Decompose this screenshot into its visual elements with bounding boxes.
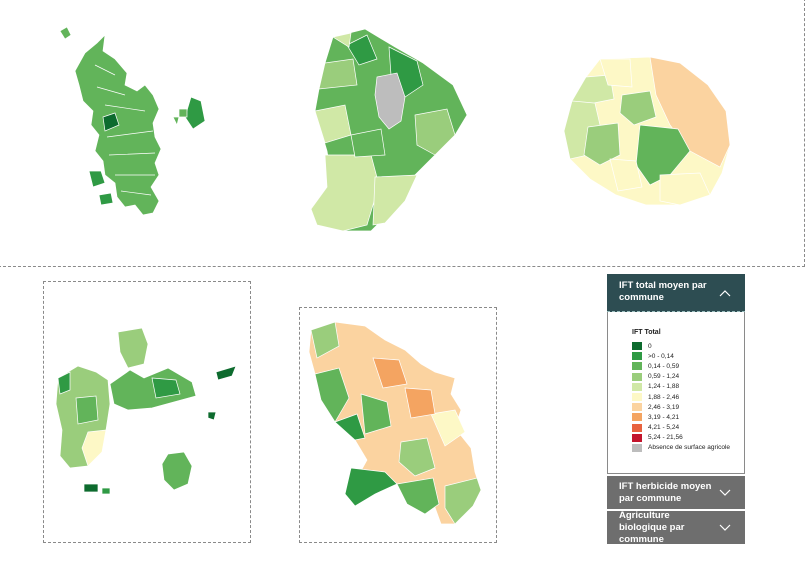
legend-swatch	[632, 342, 642, 351]
guadeloupe-map-frame	[43, 281, 251, 543]
chevron-down-icon	[719, 524, 731, 531]
legend-item: 5,24 - 21,56	[632, 433, 744, 443]
legend-swatch	[632, 433, 642, 442]
legend-label: >0 - 0,14	[648, 352, 674, 360]
map-martinique[interactable]	[305, 318, 490, 533]
legend-item: 1,24 - 1,88	[632, 382, 744, 392]
legend-swatch	[632, 443, 642, 452]
martinique-map-frame	[299, 307, 497, 543]
legend-item: 2,46 - 3,19	[632, 402, 744, 412]
legend-swatch	[632, 362, 642, 371]
accordion-agriculture-bio-title: Agriculture biologique par commune	[619, 509, 685, 545]
ift-total-legend: IFT Total 0 >0 - 0,14 0,14 - 0,59 0,59 - 1,…	[607, 312, 745, 474]
map-reunion[interactable]	[560, 55, 735, 210]
legend-item: 0,14 - 0,59	[632, 361, 744, 371]
legend-label: 3,19 - 4,21	[648, 413, 680, 421]
legend-swatch	[632, 393, 642, 402]
map-guadeloupe[interactable]	[48, 320, 248, 510]
legend-label: Absence de surface agricole	[648, 444, 731, 452]
legend-item: 1,88 - 2,46	[632, 392, 744, 402]
legend-swatch	[632, 413, 642, 422]
legend-item: 4,21 - 5,24	[632, 423, 744, 433]
legend-label: 4,21 - 5,24	[648, 424, 680, 432]
accordion-ift-herbicide[interactable]: IFT herbicide moyen par commune	[607, 476, 745, 509]
legend-rows: 0 >0 - 0,14 0,14 - 0,59 0,59 - 1,24 1,24 - 1…	[632, 341, 744, 453]
accordion-ift-total[interactable]: IFT total moyen par commune	[607, 274, 745, 312]
accordion-ift-total-title: IFT total moyen par commune	[619, 280, 707, 303]
accordion-ift-herbicide-title: IFT herbicide moyen par commune	[619, 480, 712, 504]
legend-swatch	[632, 423, 642, 432]
chevron-up-icon	[719, 289, 731, 296]
legend-swatch	[632, 403, 642, 412]
legend-label: 1,24 - 1,88	[648, 383, 680, 391]
legend-swatch	[632, 372, 642, 381]
chevron-down-icon	[719, 489, 731, 496]
legend-item: Absence de surface agricole	[632, 443, 744, 453]
legend-label: 2,46 - 3,19	[648, 403, 680, 411]
accordion-agriculture-bio[interactable]: Agriculture biologique par commune	[607, 509, 745, 545]
legend-swatch	[632, 352, 642, 361]
legend-item: 0	[632, 341, 744, 351]
legend-item: 3,19 - 4,21	[632, 412, 744, 422]
legend-item: >0 - 0,14	[632, 351, 744, 361]
legend-panel: IFT total moyen par commune IFT Total 0 >…	[607, 274, 745, 545]
legend-label: 1,88 - 2,46	[648, 393, 680, 401]
legend-label: 0,14 - 0,59	[648, 362, 680, 370]
legend-title: IFT Total	[632, 329, 661, 336]
legend-swatch	[632, 382, 642, 391]
legend-label: 5,24 - 21,56	[648, 434, 683, 442]
legend-label: 0	[648, 342, 652, 350]
legend-label: 0,59 - 1,24	[648, 373, 680, 381]
map-guyane[interactable]	[305, 25, 480, 235]
legend-item: 0,59 - 1,24	[632, 372, 744, 382]
map-mayotte[interactable]	[55, 25, 215, 225]
